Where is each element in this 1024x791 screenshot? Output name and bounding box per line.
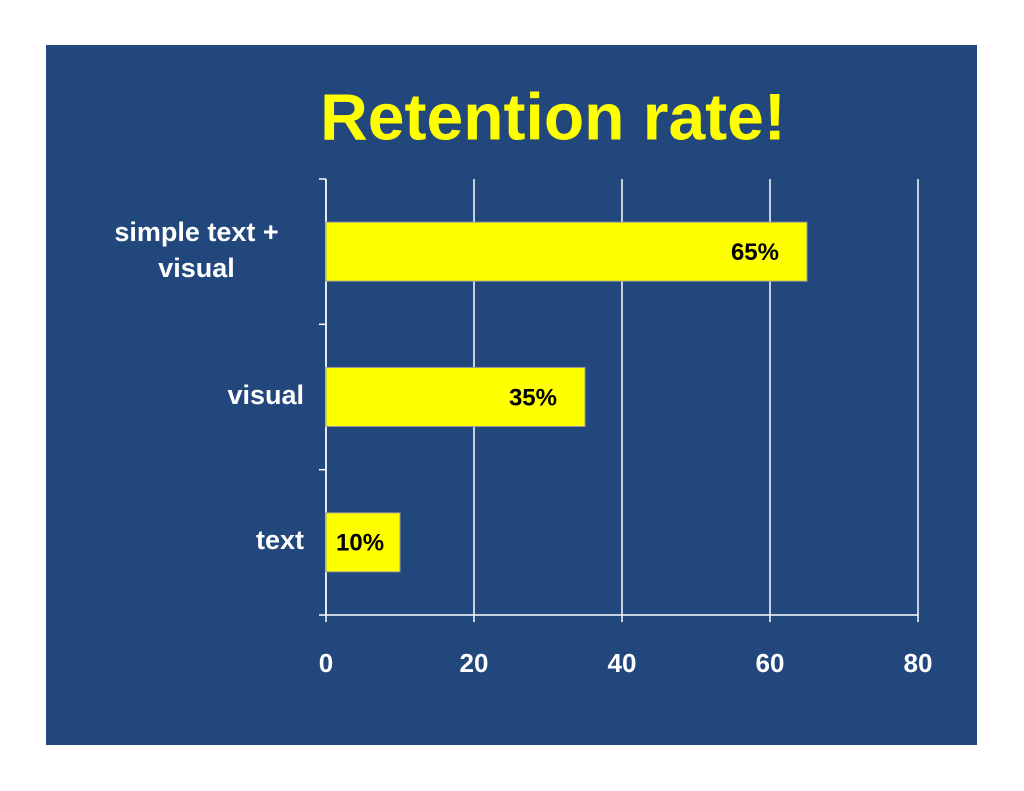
bar [325,367,586,427]
x-tick-label: 20 [460,648,489,678]
y-tick-label: text [255,525,304,556]
bar [325,221,808,282]
chart-title: Retention rate! [320,79,786,153]
y-tick-label: visual [227,380,304,410]
value-label: 65% [731,239,779,266]
x-tick-label: 40 [608,648,637,678]
x-tick-label: 60 [756,648,785,678]
x-tick-label: 0 [319,648,333,678]
bar [325,512,401,573]
value-label: 35% [509,384,557,411]
x-tick-label: 80 [904,648,933,678]
value-label: 10% [336,530,384,557]
y-tick-label: simple text + visual [114,216,279,283]
